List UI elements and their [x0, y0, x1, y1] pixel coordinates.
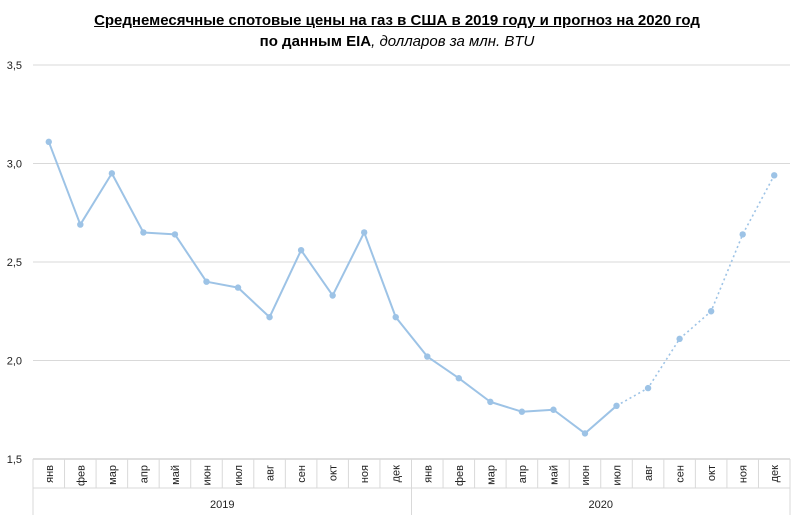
x-tick-label: май: [548, 465, 560, 485]
y-tick-label: 2,0: [7, 356, 22, 368]
chart-title-line2: по данным EIA, долларов за млн. BTU: [0, 31, 794, 52]
x-tick-label: апр: [138, 465, 150, 483]
group-label: 2020: [589, 499, 613, 511]
data-point: [739, 231, 746, 238]
x-tick-label: окт: [706, 465, 718, 481]
x-tick-label: авг: [643, 465, 655, 481]
chart-title: Среднемесячные спотовые цены на газ в СШ…: [0, 10, 794, 52]
data-point: [707, 308, 715, 315]
data-point: [140, 229, 147, 236]
data-point: [581, 430, 589, 437]
data-point: [234, 284, 242, 291]
x-tick-label: дек: [391, 465, 403, 483]
data-point: [392, 313, 399, 321]
data-point: [360, 229, 368, 236]
data-point: [329, 292, 336, 299]
data-point: [676, 335, 683, 343]
data-point: [644, 384, 652, 392]
x-tick-label: окт: [328, 465, 340, 481]
group-label: 2019: [210, 499, 234, 511]
y-tick-label: 3,0: [7, 159, 22, 171]
x-tick-label: апр: [517, 465, 529, 483]
x-tick-label: ноя: [738, 465, 750, 483]
x-tick-label: июн: [580, 465, 592, 485]
data-point: [455, 375, 463, 382]
data-point: [297, 246, 305, 254]
data-point: [550, 406, 557, 413]
y-tick-label: 1,5: [7, 454, 22, 466]
data-point: [613, 402, 620, 410]
x-tick-label: июн: [201, 465, 213, 485]
x-tick-label: май: [170, 465, 182, 485]
y-tick-label: 3,5: [7, 60, 22, 72]
x-tick-label: янв: [422, 465, 434, 483]
data-point: [108, 170, 116, 177]
x-tick-label: фев: [75, 465, 87, 486]
series-line-forecast: [616, 174, 775, 407]
x-tick-label: мар: [485, 465, 497, 485]
data-point: [771, 172, 778, 179]
x-tick-label: янв: [44, 465, 56, 483]
x-tick-label: июл: [612, 465, 624, 486]
data-point: [424, 353, 431, 360]
data-point: [45, 138, 52, 146]
x-tick-label: мар: [107, 465, 119, 485]
series-line-actual: [47, 141, 618, 435]
x-tick-label: ноя: [359, 465, 371, 483]
x-tick-label: сен: [675, 465, 687, 483]
x-tick-label: авг: [265, 465, 277, 481]
data-point: [171, 231, 179, 238]
chart-subtitle-source: по данным EIA: [259, 33, 372, 50]
chart-title-line1: Среднемесячные спотовые цены на газ в СШ…: [94, 12, 700, 29]
data-point: [203, 278, 210, 285]
x-tick-label: сен: [296, 465, 308, 483]
x-tick-label: дек: [769, 465, 781, 483]
data-point: [518, 408, 526, 415]
y-tick-label: 2,5: [7, 257, 22, 269]
x-tick-label: июл: [233, 465, 245, 486]
data-point: [77, 221, 84, 228]
data-point: [266, 313, 273, 321]
chart-subtitle-unit: , долларов за млн. BTU: [371, 33, 535, 50]
data-point: [487, 398, 494, 406]
x-tick-label: фев: [454, 465, 466, 486]
